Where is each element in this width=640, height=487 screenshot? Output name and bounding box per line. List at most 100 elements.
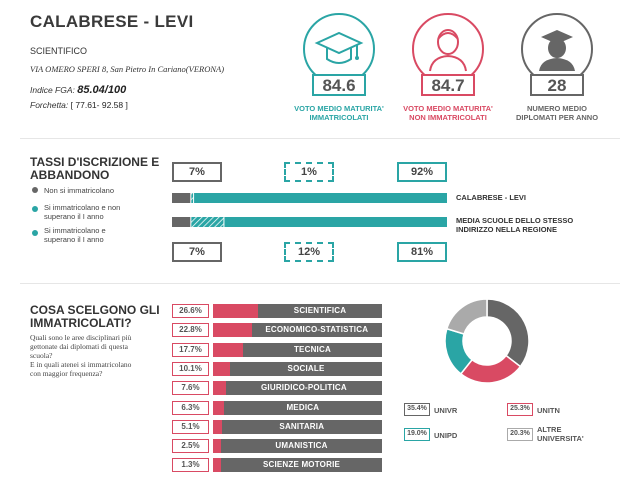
- uni-unitn-name: UNITN: [537, 406, 560, 415]
- region-not-enrolled-pct: 7%: [172, 242, 222, 262]
- uni-univr-pct: 35.4%: [404, 403, 430, 416]
- fga-label: Indice FGA:: [30, 85, 75, 95]
- areas-title: COSA SCELGONO GLI IMMATRICOLATI?: [30, 304, 160, 330]
- section-divider: [20, 138, 620, 139]
- enrollment-title-line: ABBANDONO: [30, 168, 110, 182]
- graduation-cap-icon: [314, 31, 364, 64]
- person-icon: [429, 29, 467, 72]
- area-pct: 1.3%: [172, 458, 209, 473]
- region-bar-pass: [224, 217, 447, 227]
- areas-title-line: COSA SCELGONO GLI: [30, 303, 160, 317]
- school-dropout-pct: 1%: [284, 162, 334, 182]
- forchetta-label: Forchetta:: [30, 100, 69, 110]
- uni-unitn-pct: 25.3%: [507, 403, 533, 416]
- kpi-non-immatricolati-value: 84.7: [421, 74, 475, 96]
- legend-dot-dropout: [32, 206, 38, 212]
- area-name: SOCIALE: [230, 361, 382, 376]
- area-row: 1.3% SCIENZE MOTORIE: [172, 458, 382, 473]
- enrollment-bars: [172, 193, 447, 227]
- area-name: SANITARIA: [221, 419, 382, 434]
- area-pct: 5.1%: [172, 419, 209, 434]
- kpi-diplomati-value: 28: [530, 74, 584, 96]
- graduate-person-icon: [539, 30, 575, 71]
- forchetta: Forchetta: [ 77.61- 92.58 ]: [30, 100, 128, 110]
- uni-altre-name-line: UNIVERSITA': [537, 434, 584, 443]
- universities-donut: [444, 298, 530, 384]
- uni-altre-pct: 20.3%: [507, 428, 533, 441]
- region-row-label: MEDIA SCUOLE DELLO STESSO INDIRIZZO NELL…: [456, 216, 573, 234]
- school-address: VIA OMERO SPERI 8, San Pietro In Cariano…: [30, 64, 225, 74]
- area-row: 7.6% GIURIDICO-POLITICA: [172, 381, 382, 396]
- kpi-label-line: NON IMMATRICOLATI: [409, 113, 487, 122]
- region-row-label-line: MEDIA SCUOLE DELLO STESSO: [456, 216, 574, 225]
- enrollment-title: TASSI D'ISCRIZIONE E ABBANDONO: [30, 156, 159, 182]
- areas-title-line: IMMATRICOLATI?: [30, 316, 132, 330]
- section-divider: [20, 283, 620, 284]
- area-name: SCIENTIFICA: [258, 304, 382, 318]
- area-row: 22.8% ECONOMICO-STATISTICA: [172, 323, 382, 338]
- area-bar: [213, 323, 252, 338]
- school-bar-dropout: [191, 193, 194, 203]
- legend-dot-pass: [32, 230, 38, 236]
- kpi-non-immatricolati-label: VOTO MEDIO MATURITA' NON IMMATRICOLATI: [389, 104, 507, 122]
- legend-line: Si immatricolano e: [44, 226, 106, 235]
- area-row: 26.6% SCIENTIFICA: [172, 304, 382, 318]
- kpi-label-line: IMMATRICOLATI: [309, 113, 369, 122]
- enrollment-title-line: TASSI D'ISCRIZIONE E: [30, 155, 160, 169]
- kpi-diplomati-label: NUMERO MEDIO DIPLOMATI PER ANNO: [498, 104, 616, 122]
- forchetta-value: [ 77.61- 92.58 ]: [70, 100, 128, 110]
- area-bar: [213, 419, 222, 434]
- fga-value: 85.04/100: [77, 84, 127, 96]
- school-type: SCIENTIFICO: [30, 46, 88, 56]
- area-name: GIURIDICO-POLITICA: [225, 381, 382, 396]
- question-line: Quali sono le aree disciplinari più: [30, 333, 132, 342]
- area-bar: [213, 361, 231, 376]
- kpi-label-line: DIPLOMATI PER ANNO: [515, 113, 599, 122]
- area-name: MEDICA: [223, 400, 382, 415]
- kpi-immatricolati-label: VOTO MEDIO MATURITA' IMMATRICOLATI: [280, 104, 398, 122]
- kpi-label-line: NUMERO MEDIO: [527, 104, 587, 113]
- kpi-label-line: VOTO MEDIO MATURITA': [294, 104, 384, 113]
- area-pct: 26.6%: [172, 304, 209, 318]
- area-row: 6.3% MEDICA: [172, 400, 382, 415]
- school-pass-pct: 92%: [397, 162, 447, 182]
- uni-unipd-pct: 19.0%: [404, 428, 430, 441]
- areas-question: Quali sono le aree disciplinari più gett…: [30, 333, 131, 378]
- legend-dropout: Si immatricolano e non superano il I ann…: [44, 203, 120, 221]
- area-pct: 6.3%: [172, 400, 209, 415]
- area-row: 10.1% SOCIALE: [172, 361, 382, 376]
- question-line: gettonate dai diplomati di questa: [30, 342, 128, 351]
- school-not-enrolled-pct: 7%: [172, 162, 222, 182]
- area-row: 17.7% TECNICA: [172, 342, 382, 357]
- uni-univr-name: UNIVR: [434, 406, 458, 415]
- area-pct: 22.8%: [172, 323, 209, 338]
- kpi-label-line: VOTO MEDIO MATURITA': [403, 104, 493, 113]
- uni-altre-name-line: ALTRE: [537, 425, 562, 434]
- area-bar: [213, 304, 258, 318]
- area-name: ECONOMICO-STATISTICA: [251, 323, 382, 338]
- question-line: E in quali atenei si immatricolano: [30, 360, 132, 369]
- fga-index: Indice FGA: 85.04/100: [30, 84, 126, 96]
- uni-unipd-name: UNIPD: [434, 431, 458, 440]
- legend-line: Non si immatricolano: [44, 186, 115, 195]
- area-bar: [213, 342, 243, 357]
- area-pct: 2.5%: [172, 439, 209, 454]
- areas-list: 26.6% SCIENTIFICA 22.8% ECONOMICO-STATISTIC…: [172, 304, 382, 474]
- area-name: UMANISTICA: [221, 439, 382, 454]
- school-name: CALABRESE - LEVI: [30, 12, 194, 31]
- question-line: scuola?: [30, 351, 53, 360]
- region-bar-not-enrolled: [172, 217, 191, 227]
- region-pass-pct: 81%: [397, 242, 447, 262]
- kpi-immatricolati-value: 84.6: [312, 74, 366, 96]
- school-bar-pass: [194, 193, 447, 203]
- legend-line: Si immatricolano e non: [44, 203, 121, 212]
- donut-slice-altre: [445, 298, 488, 335]
- legend-pass: Si immatricolano e superano il I anno: [44, 226, 106, 244]
- legend-line: superano il I anno: [44, 212, 104, 221]
- region-dropout-pct: 12%: [284, 242, 334, 262]
- uni-altre-name: ALTRE UNIVERSITA': [537, 425, 584, 443]
- kpi-immatricolati-circle: [303, 13, 375, 85]
- legend-line: superano il I anno: [44, 235, 104, 244]
- area-bar: [213, 381, 226, 396]
- question-line: con maggior frequenza?: [30, 369, 103, 378]
